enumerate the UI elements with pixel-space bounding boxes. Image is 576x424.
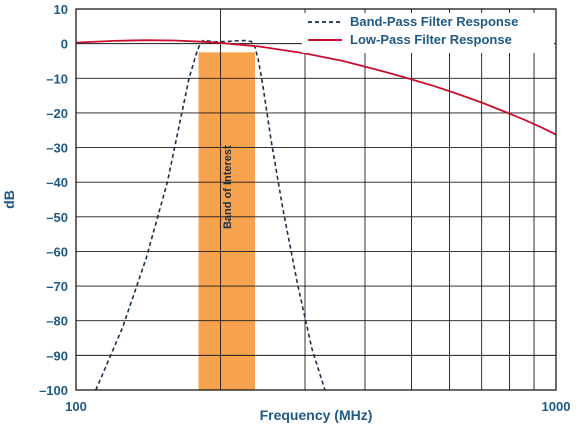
y-tick-label: –80 — [46, 314, 68, 329]
y-tick-label: –10 — [46, 71, 68, 86]
y-tick-label: –20 — [46, 106, 68, 121]
bandpass-series-line — [95, 39, 326, 391]
legend-background — [302, 13, 554, 53]
plot-frame — [75, 8, 557, 391]
y-tick-label: –30 — [46, 141, 68, 156]
x-tick-label: 1000 — [542, 399, 571, 414]
y-axis-label: dB — [1, 190, 17, 209]
y-tick-label: –60 — [46, 244, 68, 259]
y-tick-labels: 10 0 –10 –20 –30 –40 –50 –60 –70 –80 –90 –100 — [39, 2, 68, 398]
y-tick-label: 0 — [61, 37, 68, 52]
y-tick-label: –40 — [46, 175, 68, 190]
grid-layer — [76, 9, 556, 390]
y-tick-label: –90 — [46, 348, 68, 363]
band-of-interest-label: Band of Interest — [222, 145, 234, 229]
band-of-interest-rect — [198, 52, 255, 390]
y-tick-label: –100 — [39, 383, 68, 398]
x-tick-label: 100 — [65, 399, 87, 414]
series-layer — [75, 39, 557, 391]
band-layer: Band of Interest — [198, 52, 255, 390]
x-tick-labels: 100 1000 — [65, 399, 570, 414]
legend: Band-Pass Filter Response Low-Pass Filter… — [308, 14, 518, 47]
legend-label: Band-Pass Filter Response — [350, 14, 518, 29]
lowpass-series-line — [75, 39, 557, 136]
y-tick-label: –70 — [46, 279, 68, 294]
legend-label: Low-Pass Filter Response — [350, 32, 512, 47]
x-axis-label: Frequency (MHz) — [260, 407, 373, 423]
y-tick-label: –50 — [46, 210, 68, 225]
y-tick-label: 10 — [54, 2, 68, 17]
